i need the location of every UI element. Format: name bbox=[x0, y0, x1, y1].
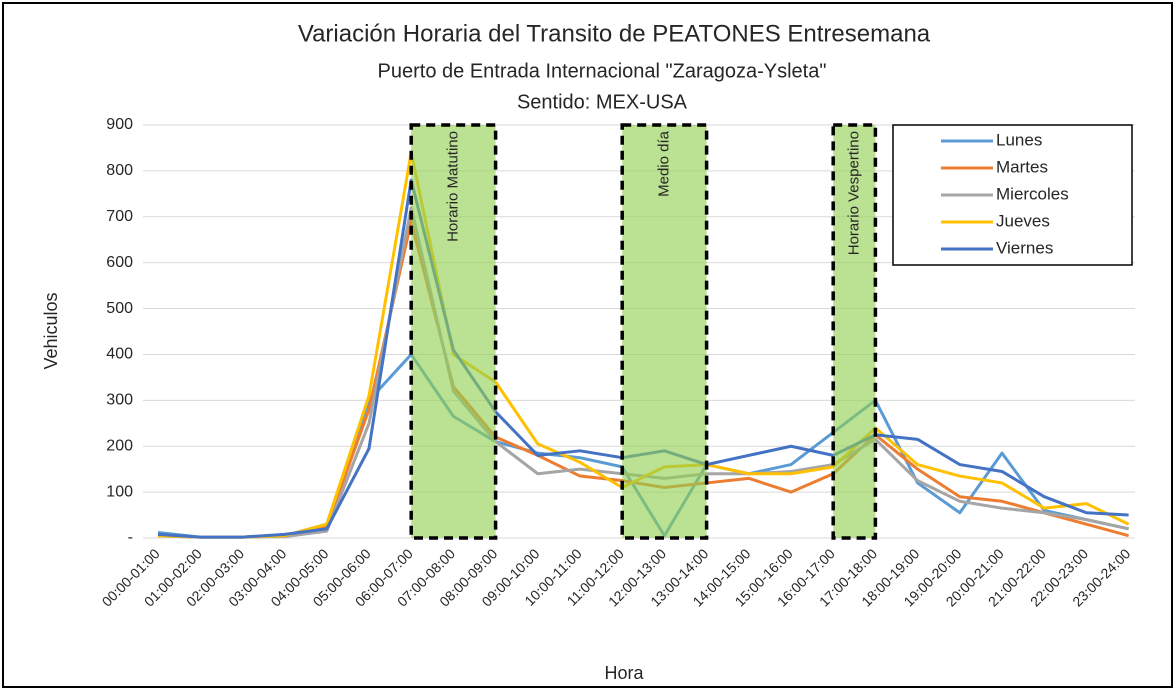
y-tick-label: 400 bbox=[106, 346, 133, 363]
highlight-band bbox=[620, 123, 709, 540]
chart-subtitle: Sentido: MEX-USA bbox=[517, 91, 688, 113]
y-tick-label: 500 bbox=[106, 300, 133, 317]
legend-label: Martes bbox=[996, 157, 1048, 176]
legend-label: Miercoles bbox=[996, 184, 1069, 203]
y-tick-label: 700 bbox=[106, 208, 133, 225]
x-axis-label: Hora bbox=[604, 663, 644, 683]
legend-label: Lunes bbox=[996, 130, 1042, 149]
highlight-band bbox=[409, 123, 498, 540]
chart-subtitle: Puerto de Entrada Internacional "Zaragoz… bbox=[378, 60, 827, 82]
legend-label: Jueves bbox=[996, 211, 1050, 230]
y-tick-label: 300 bbox=[106, 392, 133, 409]
y-tick-label: 600 bbox=[106, 254, 133, 271]
band-label: Medio día bbox=[655, 130, 672, 197]
band-label: Horario Vespertino bbox=[845, 131, 862, 255]
chart-title: Variación Horaria del Transito de PEATON… bbox=[298, 20, 931, 47]
legend bbox=[892, 124, 1133, 266]
y-tick-label: - bbox=[128, 529, 133, 546]
y-tick-label: 100 bbox=[106, 483, 133, 500]
highlight-band bbox=[831, 123, 878, 540]
legend-label: Viernes bbox=[996, 238, 1053, 257]
band-label: Horario Matutino bbox=[444, 131, 461, 242]
y-tick-label: 200 bbox=[106, 437, 133, 454]
y-tick-label: 800 bbox=[106, 162, 133, 179]
y-axis-label: Vehiculos bbox=[41, 292, 61, 369]
y-tick-label: 900 bbox=[106, 116, 133, 133]
